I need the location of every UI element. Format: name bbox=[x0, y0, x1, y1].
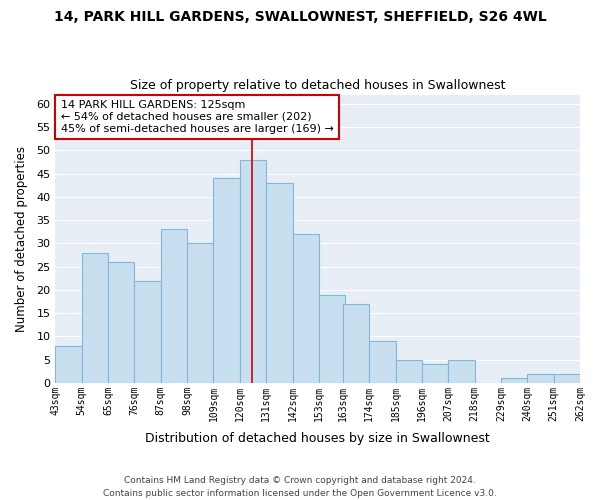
Title: Size of property relative to detached houses in Swallownest: Size of property relative to detached ho… bbox=[130, 79, 505, 92]
Bar bbox=[82, 252, 108, 383]
Bar bbox=[266, 183, 293, 383]
Bar bbox=[422, 364, 448, 383]
Text: 14 PARK HILL GARDENS: 125sqm
← 54% of detached houses are smaller (202)
45% of s: 14 PARK HILL GARDENS: 125sqm ← 54% of de… bbox=[61, 100, 334, 134]
Bar bbox=[448, 360, 475, 383]
Bar bbox=[319, 294, 345, 383]
Bar bbox=[369, 341, 395, 383]
Y-axis label: Number of detached properties: Number of detached properties bbox=[15, 146, 28, 332]
Bar bbox=[187, 244, 214, 383]
Bar bbox=[214, 178, 240, 383]
Bar bbox=[293, 234, 319, 383]
Bar bbox=[108, 262, 134, 383]
Bar bbox=[501, 378, 527, 383]
Bar bbox=[527, 374, 554, 383]
Bar bbox=[161, 230, 187, 383]
Bar bbox=[395, 360, 422, 383]
Bar bbox=[134, 280, 161, 383]
Text: 14, PARK HILL GARDENS, SWALLOWNEST, SHEFFIELD, S26 4WL: 14, PARK HILL GARDENS, SWALLOWNEST, SHEF… bbox=[53, 10, 547, 24]
X-axis label: Distribution of detached houses by size in Swallownest: Distribution of detached houses by size … bbox=[145, 432, 490, 445]
Text: Contains HM Land Registry data © Crown copyright and database right 2024.
Contai: Contains HM Land Registry data © Crown c… bbox=[103, 476, 497, 498]
Bar bbox=[55, 346, 82, 383]
Bar bbox=[240, 160, 266, 383]
Bar bbox=[554, 374, 580, 383]
Bar bbox=[343, 304, 369, 383]
